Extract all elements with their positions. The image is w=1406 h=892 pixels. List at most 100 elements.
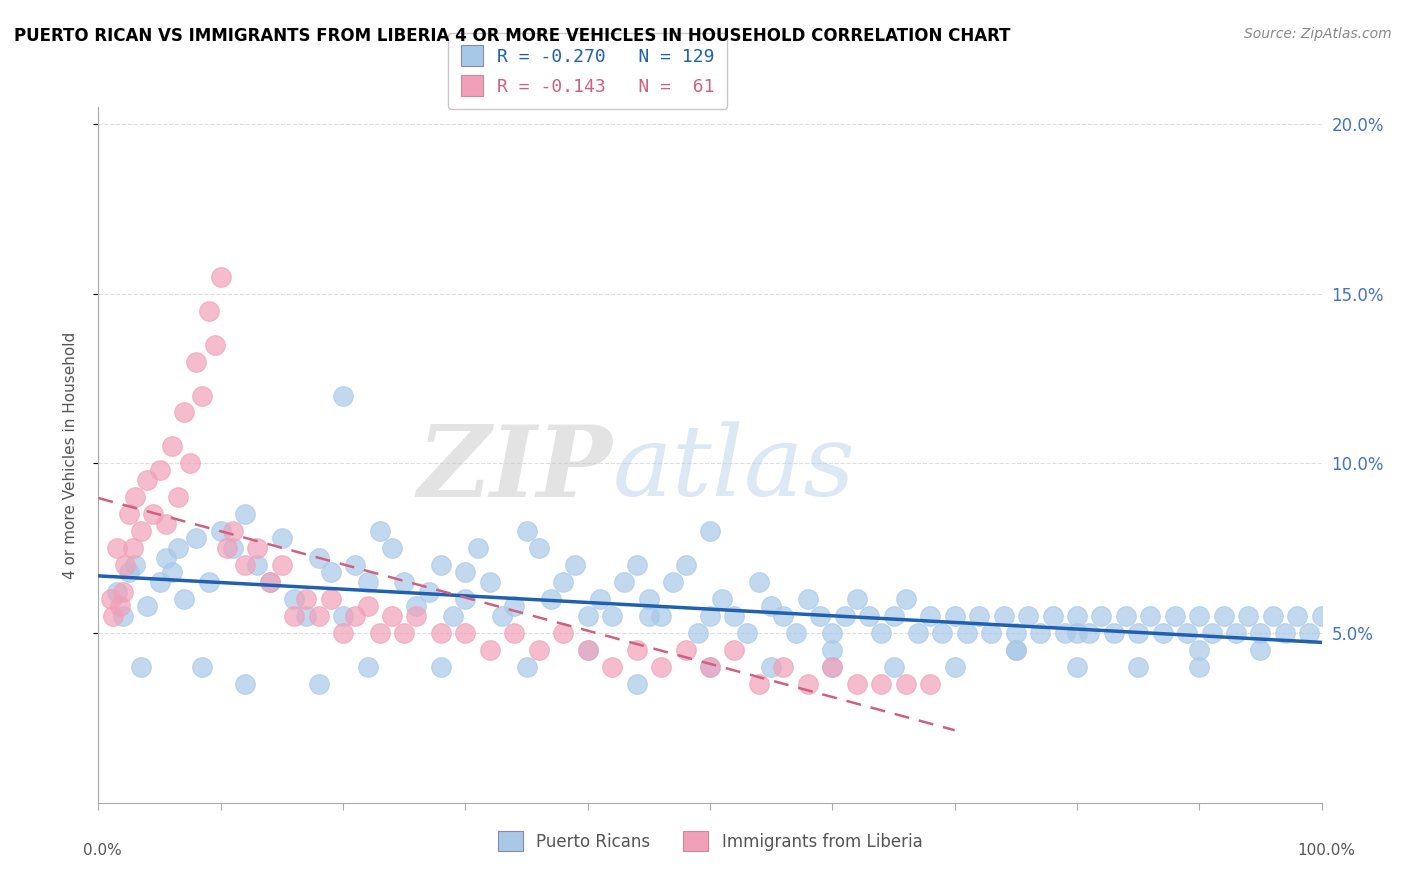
Point xyxy=(1188,660,1211,674)
Point xyxy=(124,558,146,573)
Point xyxy=(993,609,1015,624)
Point xyxy=(381,609,404,624)
Point xyxy=(907,626,929,640)
Text: atlas: atlas xyxy=(612,421,855,516)
Point xyxy=(785,626,807,640)
Point xyxy=(356,599,378,613)
Point xyxy=(160,439,183,453)
Point xyxy=(527,643,550,657)
Point xyxy=(344,609,367,624)
Point xyxy=(186,531,208,545)
Point xyxy=(943,660,966,674)
Point xyxy=(467,541,489,556)
Point xyxy=(197,303,219,318)
Point xyxy=(129,660,152,674)
Point xyxy=(637,609,661,624)
Point xyxy=(179,457,201,471)
Point xyxy=(295,592,318,607)
Point xyxy=(553,575,575,590)
Point xyxy=(295,609,318,624)
Point xyxy=(834,609,856,624)
Point xyxy=(1004,626,1026,640)
Point xyxy=(381,541,404,556)
Point xyxy=(283,609,305,624)
Point xyxy=(1128,660,1150,674)
Point xyxy=(772,660,794,674)
Point xyxy=(662,575,685,590)
Point xyxy=(1066,626,1088,640)
Point xyxy=(344,558,367,573)
Point xyxy=(686,626,709,640)
Point xyxy=(319,565,342,579)
Point xyxy=(503,599,526,613)
Point xyxy=(405,609,427,624)
Point xyxy=(246,558,269,573)
Point xyxy=(1250,643,1272,657)
Point xyxy=(270,531,294,545)
Point xyxy=(308,677,330,691)
Point xyxy=(699,660,721,674)
Point xyxy=(956,626,979,640)
Point xyxy=(319,592,342,607)
Point xyxy=(1042,609,1064,624)
Point xyxy=(675,643,697,657)
Point xyxy=(160,565,183,579)
Point xyxy=(1004,643,1026,657)
Point xyxy=(1017,609,1039,624)
Point xyxy=(405,599,427,613)
Point xyxy=(1053,626,1076,640)
Point xyxy=(1152,626,1174,640)
Point xyxy=(748,575,770,590)
Point xyxy=(1274,626,1296,640)
Point xyxy=(1225,626,1247,640)
Point xyxy=(155,517,177,532)
Point xyxy=(821,660,844,674)
Point xyxy=(454,626,477,640)
Point xyxy=(418,585,440,599)
Point xyxy=(118,565,141,579)
Point xyxy=(191,660,214,674)
Text: ZIP: ZIP xyxy=(418,421,612,517)
Point xyxy=(270,558,294,573)
Point xyxy=(920,677,942,691)
Point xyxy=(797,677,820,691)
Point xyxy=(637,592,661,607)
Point xyxy=(821,626,844,640)
Point xyxy=(540,592,562,607)
Point xyxy=(110,599,132,613)
Point xyxy=(761,599,783,613)
Point xyxy=(516,524,538,539)
Point xyxy=(1250,626,1272,640)
Point xyxy=(589,592,612,607)
Point xyxy=(478,643,501,657)
Point xyxy=(149,463,172,477)
Point xyxy=(711,592,734,607)
Point xyxy=(478,575,501,590)
Point xyxy=(808,609,831,624)
Point xyxy=(527,541,550,556)
Point xyxy=(222,524,245,539)
Point xyxy=(308,551,330,566)
Point xyxy=(1139,609,1161,624)
Point xyxy=(114,558,136,573)
Point xyxy=(920,609,942,624)
Point xyxy=(564,558,586,573)
Point xyxy=(167,541,190,556)
Point xyxy=(626,677,648,691)
Point xyxy=(430,626,453,640)
Point xyxy=(761,660,783,674)
Point xyxy=(699,524,721,539)
Point xyxy=(1261,609,1284,624)
Point xyxy=(735,626,758,640)
Point xyxy=(105,541,128,556)
Point xyxy=(173,592,195,607)
Point xyxy=(1298,626,1320,640)
Point xyxy=(1115,609,1137,624)
Point xyxy=(1188,643,1211,657)
Point xyxy=(1029,626,1052,640)
Point xyxy=(675,558,697,573)
Point xyxy=(167,491,190,505)
Point xyxy=(845,677,868,691)
Point xyxy=(233,508,256,522)
Point xyxy=(1188,609,1211,624)
